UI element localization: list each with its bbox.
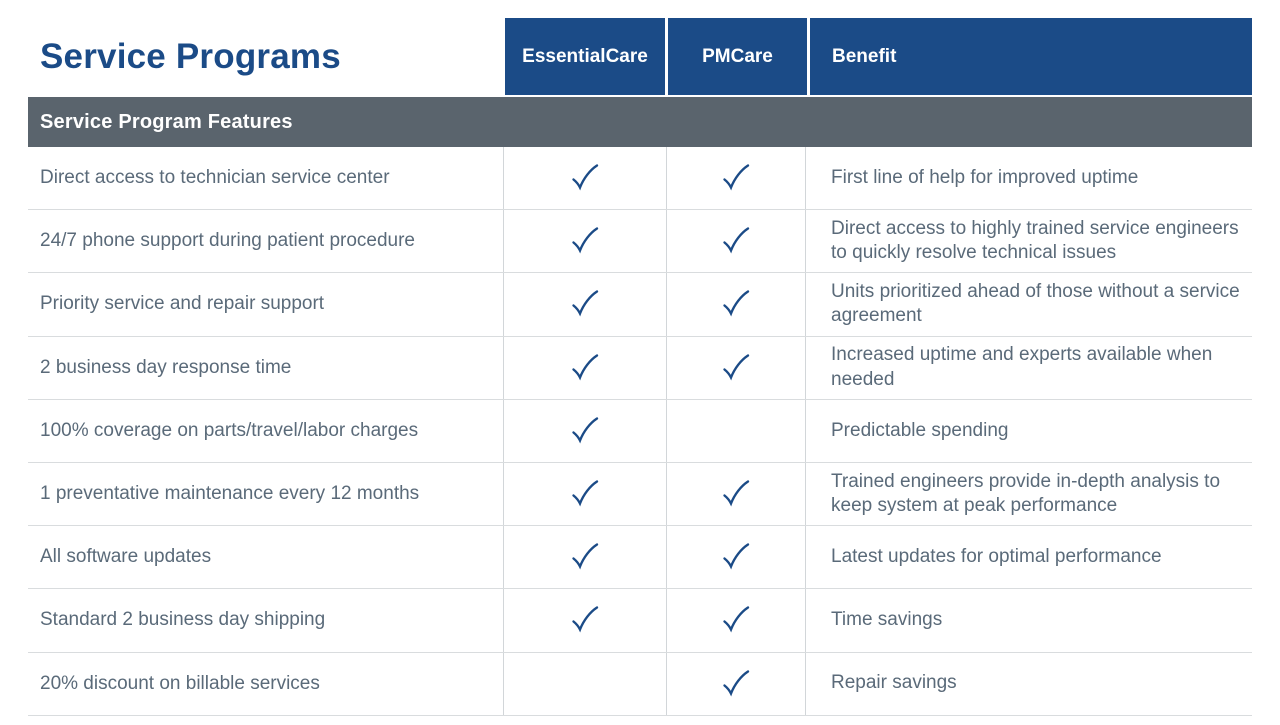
feature-label: 20% discount on billable services	[28, 652, 504, 715]
pmcare-check-cell	[667, 526, 806, 589]
check-icon	[723, 227, 750, 254]
column-header-essentialcare: EssentialCare	[505, 18, 665, 95]
column-header-benefit: Benefit	[810, 18, 1252, 95]
column-header-pmcare: PMCare	[668, 18, 807, 95]
pmcare-check-cell	[667, 273, 806, 336]
pmcare-check-cell	[667, 652, 806, 715]
pmcare-check-cell	[667, 210, 806, 273]
table-row: 100% coverage on parts/travel/labor char…	[28, 399, 1252, 463]
page-title: Service Programs	[40, 36, 341, 76]
benefit-label: Direct access to highly trained service …	[831, 217, 1239, 264]
check-icon	[723, 353, 750, 381]
benefit-label: Trained engineers provide in-depth analy…	[831, 470, 1221, 517]
table-row: 1 preventative maintenance every 12 mont…	[28, 462, 1252, 527]
check-icon	[572, 164, 599, 191]
feature-label: Direct access to technician service cent…	[28, 147, 504, 210]
benefit-label: Predictable spending	[831, 419, 1009, 441]
benefit-label: First line of help for improved uptime	[831, 166, 1139, 188]
check-icon	[572, 480, 599, 507]
benefit-label: Repair savings	[831, 672, 957, 694]
table-row: 20% discount on billable services Repair…	[28, 652, 1252, 716]
essentialcare-check-cell	[504, 399, 667, 462]
benefit-label: Increased uptime and experts available w…	[831, 344, 1213, 390]
benefit-label: Latest updates for optimal performance	[831, 546, 1162, 568]
check-icon	[572, 227, 599, 254]
feature-label: 24/7 phone support during patient proced…	[28, 210, 504, 273]
table-row: All software updates Latest updates for …	[28, 526, 1252, 590]
table-row: 2 business day response time Increased u…	[28, 336, 1252, 400]
table-row: Direct access to technician service cent…	[28, 147, 1252, 211]
check-icon	[572, 290, 599, 317]
essentialcare-check-cell	[504, 589, 667, 652]
essentialcare-check-cell	[504, 210, 667, 273]
check-icon	[723, 290, 750, 317]
essentialcare-check-cell	[504, 273, 667, 336]
feature-label: Standard 2 business day shipping	[28, 589, 504, 652]
check-icon	[723, 164, 750, 191]
feature-label: 100% coverage on parts/travel/labor char…	[28, 399, 504, 462]
table-row: Priority service and repair support Unit…	[28, 273, 1252, 337]
pmcare-check-cell	[667, 147, 806, 210]
essentialcare-check-cell	[504, 336, 667, 399]
benefit-label: Time savings	[831, 609, 943, 631]
benefit-label: Units prioritized ahead of those without…	[831, 281, 1240, 327]
pmcare-check-cell	[667, 336, 806, 399]
feature-label: All software updates	[28, 526, 504, 589]
check-icon	[572, 606, 599, 633]
feature-label: Priority service and repair support	[28, 273, 504, 336]
check-icon	[723, 480, 750, 507]
essentialcare-check-cell	[504, 652, 667, 715]
check-icon	[572, 543, 599, 570]
pmcare-check-cell	[667, 589, 806, 652]
section-header-band: Service Program Features	[28, 97, 1252, 147]
table-row: 24/7 phone support during patient proced…	[28, 210, 1252, 274]
essentialcare-check-cell	[504, 526, 667, 589]
essentialcare-check-cell	[504, 462, 667, 526]
pmcare-check-cell	[667, 462, 806, 526]
feature-label: 2 business day response time	[28, 336, 504, 399]
table-row: Standard 2 business day shipping Time sa…	[28, 589, 1252, 653]
check-icon	[572, 417, 599, 444]
pmcare-check-cell	[667, 399, 806, 462]
check-icon	[723, 669, 750, 697]
check-icon	[572, 353, 599, 381]
feature-label: 1 preventative maintenance every 12 mont…	[28, 462, 504, 526]
check-icon	[723, 543, 750, 570]
check-icon	[723, 606, 750, 633]
essentialcare-check-cell	[504, 147, 667, 210]
features-table: Direct access to technician service cent…	[28, 147, 1252, 716]
